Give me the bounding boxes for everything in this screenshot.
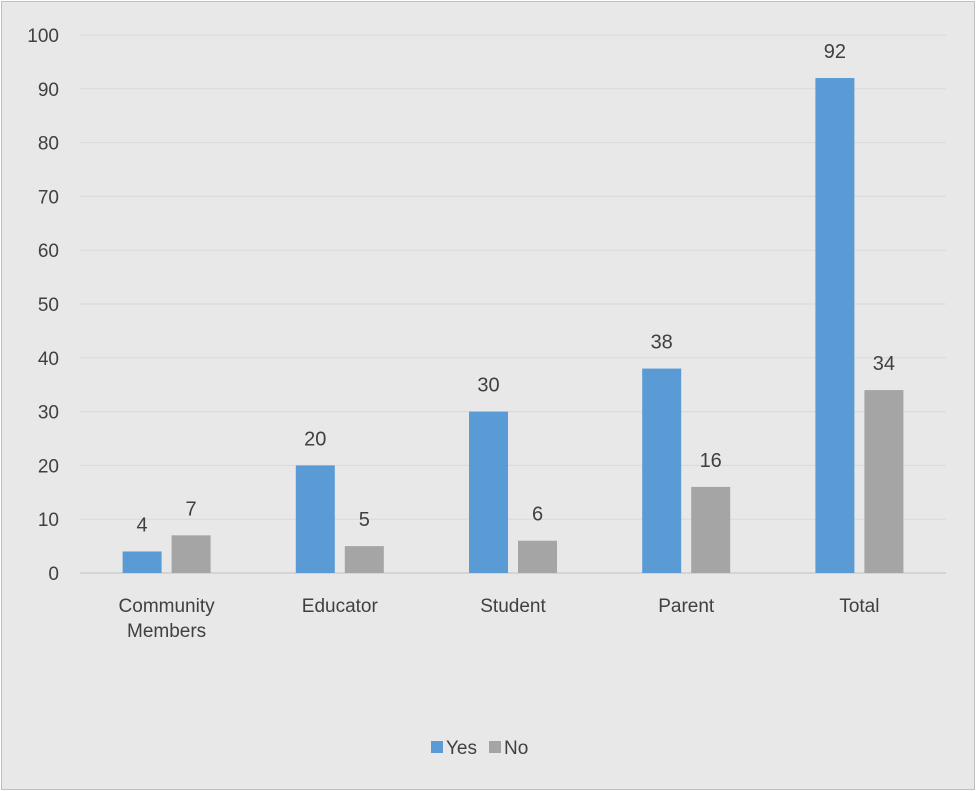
legend-label-yes: Yes [446,738,477,759]
data-label: 4 [137,514,148,536]
y-tick-label: 20 [38,456,59,477]
data-label: 16 [700,450,722,472]
data-label: 7 [186,498,197,520]
y-tick-label: 90 [38,80,59,101]
bar-yes [469,411,508,573]
data-label: 38 [651,332,673,354]
y-tick-label: 70 [38,187,59,208]
data-label: 92 [824,41,846,63]
bar-no [691,486,731,573]
bar-yes [295,465,335,573]
bar-no [344,546,384,573]
x-tick-label: Community [119,596,216,617]
y-tick-label: 0 [48,564,59,585]
x-tick-label: Educator [302,596,379,617]
data-label: 30 [477,375,499,397]
y-tick-label: 40 [38,349,59,370]
y-tick-label: 100 [27,26,59,47]
bar-no [864,390,904,573]
data-label: 6 [532,504,543,526]
bar-no [518,540,557,573]
y-tick-label: 80 [38,134,59,155]
bar-no [171,535,211,573]
bar-yes [815,78,855,573]
y-tick-label: 30 [38,403,59,424]
bar-yes [122,551,162,573]
y-tick-label: 60 [38,241,59,262]
x-tick-label: Members [127,621,206,642]
legend-swatch-no [489,741,501,753]
x-tick-label: Total [839,596,879,617]
y-tick-label: 50 [38,295,59,316]
data-label: 5 [359,509,370,531]
y-tick-label: 10 [38,510,59,531]
bar-yes [642,368,682,573]
legend-label-no: No [504,738,528,759]
data-label: 34 [873,353,895,375]
x-tick-label: Parent [658,596,715,617]
data-label: 20 [304,428,326,450]
legend-swatch-yes [431,741,443,753]
x-tick-label: Student [480,596,546,617]
